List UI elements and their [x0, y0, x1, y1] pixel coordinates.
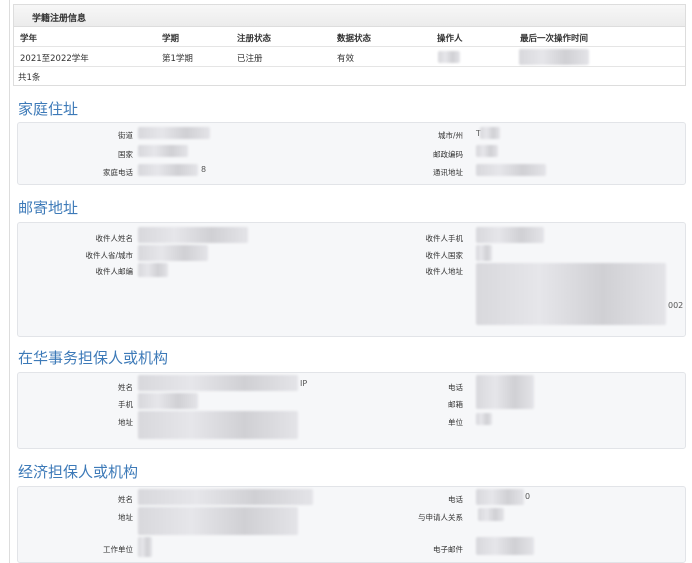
label-email: 电子邮件: [433, 545, 463, 554]
registration-table: 学籍注册信息 学年 学期 注册状态 数据状态 操作人 最后一次操作时间 2021…: [13, 4, 686, 86]
redacted-value: [476, 489, 524, 505]
col-last-op-time: 最后一次操作时间: [520, 34, 589, 44]
redacted-value: [138, 375, 298, 391]
redacted-value: [478, 508, 504, 521]
redacted-value: [476, 413, 492, 425]
redacted-value: [476, 537, 534, 555]
redacted-value: [138, 393, 198, 409]
home-address-panel: 街道 国家 家庭电话 8 城市/州 邮政编码 通讯地址 T: [17, 122, 686, 185]
address-fragment: 002: [668, 301, 684, 310]
redacted-address: [476, 263, 666, 325]
redacted-value: [138, 489, 313, 505]
label-recipient-province: 收件人省/城市: [85, 251, 133, 260]
label-recipient-name: 收件人姓名: [95, 234, 134, 243]
section-title-home: 家庭住址: [18, 100, 79, 118]
col-term: 学期: [162, 34, 180, 44]
city-fragment: T: [476, 129, 481, 138]
label-address: 地址: [118, 418, 133, 427]
label-recipient-country: 收件人国家: [425, 251, 464, 260]
col-year: 学年: [20, 34, 38, 44]
col-operator: 操作人: [437, 34, 463, 44]
phone-fragment: 8: [201, 165, 207, 174]
redacted-time: [519, 49, 589, 65]
financial-guarantor-panel: 姓名 地址 工作单位 电话 与申请人关系 电子邮件 0: [17, 486, 686, 563]
redacted-value: [138, 245, 208, 261]
redacted-value: [476, 245, 492, 261]
label-name: 姓名: [118, 495, 133, 504]
name-fragment: IP: [300, 379, 308, 388]
label-city: 城市/州: [437, 131, 463, 140]
table-header: 学年 学期 注册状态 数据状态 操作人 最后一次操作时间: [14, 27, 685, 47]
redacted-value: [476, 145, 498, 157]
redacted-value: [138, 227, 248, 243]
redacted-value: [138, 127, 210, 139]
label-recipient-mobile: 收件人手机: [425, 234, 464, 243]
label-name: 姓名: [118, 383, 133, 392]
label-mail-address: 通讯地址: [433, 168, 463, 177]
label-postcode: 邮政编码: [433, 150, 463, 159]
redacted-value: [480, 127, 500, 139]
cell-reg-status: 已注册: [237, 54, 263, 64]
label-recipient-address: 收件人地址: [425, 267, 464, 276]
section-title-china-guarantor: 在华事务担保人或机构: [18, 349, 169, 367]
label-street: 街道: [118, 131, 133, 140]
redacted-value: [476, 164, 546, 176]
left-border: [9, 0, 10, 563]
record-count: 共1条: [18, 73, 41, 83]
label-phone: 电话: [448, 383, 463, 392]
label-phone: 电话: [448, 495, 463, 504]
redacted-value: [138, 263, 168, 277]
label-country: 国家: [118, 150, 133, 159]
label-unit: 单位: [448, 418, 463, 427]
redacted-value: [138, 411, 298, 439]
label-employer: 工作单位: [103, 545, 133, 554]
mailing-address-panel: 收件人姓名 收件人省/城市 收件人邮编 收件人手机 收件人国家 收件人地址 00…: [17, 222, 686, 337]
col-reg-status: 注册状态: [237, 34, 272, 44]
cell-data-status: 有效: [337, 54, 355, 64]
label-recipient-postcode: 收件人邮编: [95, 267, 134, 276]
col-data-status: 数据状态: [337, 34, 372, 44]
redacted-value: [138, 507, 298, 535]
china-guarantor-panel: 姓名 手机 地址 IP 电话 邮箱 单位: [17, 372, 686, 449]
redacted-value: [138, 164, 198, 176]
label-home-phone: 家庭电话: [103, 168, 133, 177]
phone-fragment: 0: [525, 492, 531, 501]
redacted-value: [476, 375, 534, 409]
label-address: 地址: [118, 513, 133, 522]
section-title-mailing: 邮寄地址: [18, 199, 79, 217]
label-email: 邮箱: [448, 400, 463, 409]
redacted-operator: [438, 51, 460, 63]
label-relation: 与申请人关系: [418, 513, 463, 522]
table-row: 2021至2022学年 第1学期 已注册 有效: [14, 47, 685, 67]
registration-title: 学籍注册信息: [14, 5, 685, 27]
redacted-value: [138, 145, 188, 157]
section-title-financial-guarantor: 经济担保人或机构: [18, 463, 139, 481]
redacted-value: [138, 537, 152, 557]
label-mobile: 手机: [118, 400, 133, 409]
redacted-value: [476, 227, 544, 243]
cell-term: 第1学期: [162, 54, 193, 64]
cell-year: 2021至2022学年: [20, 54, 89, 64]
